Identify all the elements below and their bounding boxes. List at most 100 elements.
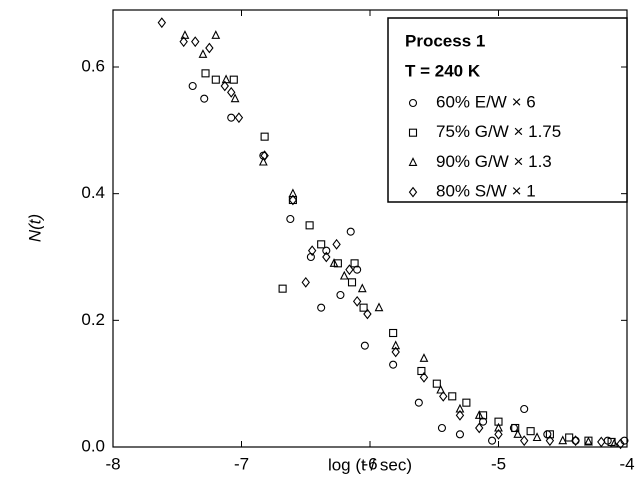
data-point	[474, 410, 484, 419]
data-point	[494, 428, 503, 440]
data-point	[260, 150, 269, 162]
x-tick-label: -5	[491, 454, 506, 473]
data-point	[339, 270, 349, 280]
data-point	[419, 371, 429, 383]
data-point	[360, 341, 369, 350]
data-point	[353, 265, 362, 274]
legend-title: Process 1	[405, 31, 485, 50]
legend-box	[387, 17, 628, 203]
data-point	[565, 433, 574, 442]
data-point	[419, 353, 429, 362]
data-point	[513, 429, 523, 438]
data-point	[336, 290, 345, 300]
data-point	[211, 30, 221, 39]
data-point	[558, 435, 568, 445]
data-point	[520, 404, 529, 414]
data-point	[532, 432, 542, 442]
data-point	[346, 227, 355, 236]
y-tick-label: 0.4	[81, 183, 105, 202]
data-point	[439, 390, 448, 402]
data-point	[191, 36, 200, 48]
data-point	[437, 423, 447, 433]
data-point	[520, 435, 529, 447]
legend-label: 60% E/W × 6	[436, 92, 536, 111]
legend-label: 75% G/W × 1.75	[436, 122, 561, 141]
data-point	[188, 81, 197, 91]
data-point	[288, 195, 297, 205]
data-point	[288, 188, 298, 198]
data-point	[278, 284, 287, 293]
data-point	[455, 403, 465, 413]
data-point	[391, 340, 401, 350]
data-point	[584, 436, 593, 446]
data-point	[198, 49, 208, 58]
data-point	[288, 194, 298, 206]
data-point	[436, 384, 446, 394]
data-point	[347, 278, 357, 287]
data-point	[357, 283, 367, 293]
data-point	[359, 303, 368, 312]
data-point	[494, 422, 503, 432]
legend-title: T = 240 K	[405, 61, 481, 80]
x-tick-label: -7	[234, 454, 249, 473]
y-tick-label: 0.2	[81, 310, 105, 329]
legend-marker	[408, 157, 418, 166]
data-point	[391, 346, 400, 358]
legend-marker	[408, 98, 418, 108]
data-point	[374, 302, 384, 312]
data-point	[179, 36, 188, 48]
data-point	[448, 392, 457, 401]
data-point	[389, 360, 398, 369]
data-point	[455, 430, 465, 439]
data-point	[350, 259, 359, 268]
data-point	[307, 245, 317, 257]
data-point	[229, 75, 238, 84]
data-point	[526, 427, 535, 436]
data-point	[545, 435, 555, 447]
data-point	[305, 221, 314, 230]
data-point	[352, 295, 362, 307]
data-point	[211, 75, 220, 84]
data-point	[389, 328, 398, 338]
data-point	[180, 30, 190, 39]
legend-marker	[408, 128, 418, 137]
legend-label: 80% S/W × 1	[436, 182, 536, 201]
data-point	[227, 86, 236, 98]
data-point	[455, 409, 465, 421]
x-tick-label: -4	[619, 454, 634, 473]
data-point	[227, 113, 236, 122]
data-point	[545, 430, 554, 439]
data-point	[205, 42, 214, 54]
y-tick-label: 0.0	[81, 436, 105, 455]
data-point	[432, 379, 441, 388]
data-point	[511, 423, 520, 433]
data-point	[597, 436, 606, 448]
data-point	[317, 303, 326, 312]
data-point	[363, 308, 372, 320]
data-point	[260, 132, 269, 141]
data-point	[258, 156, 268, 166]
data-point	[462, 398, 471, 407]
data-point	[571, 435, 580, 447]
y-tick-label: 0.6	[81, 56, 105, 75]
data-point	[201, 69, 210, 78]
data-point	[322, 246, 331, 255]
legend-label: 90% G/W × 1.3	[436, 152, 552, 171]
data-point	[234, 112, 244, 124]
data-point	[230, 93, 240, 103]
data-point	[475, 422, 484, 434]
data-point	[157, 17, 167, 29]
data-point	[417, 366, 426, 376]
data-point	[609, 438, 619, 448]
data-point	[286, 214, 295, 224]
data-point	[414, 398, 423, 407]
x-tick-label: -6	[362, 454, 377, 473]
data-point	[221, 74, 231, 84]
data-point	[322, 251, 331, 263]
x-axis-label: log (t / sec)	[328, 455, 412, 474]
data-point	[200, 94, 209, 103]
data-point	[220, 80, 229, 92]
data-point	[301, 276, 310, 288]
data-point	[332, 238, 341, 250]
